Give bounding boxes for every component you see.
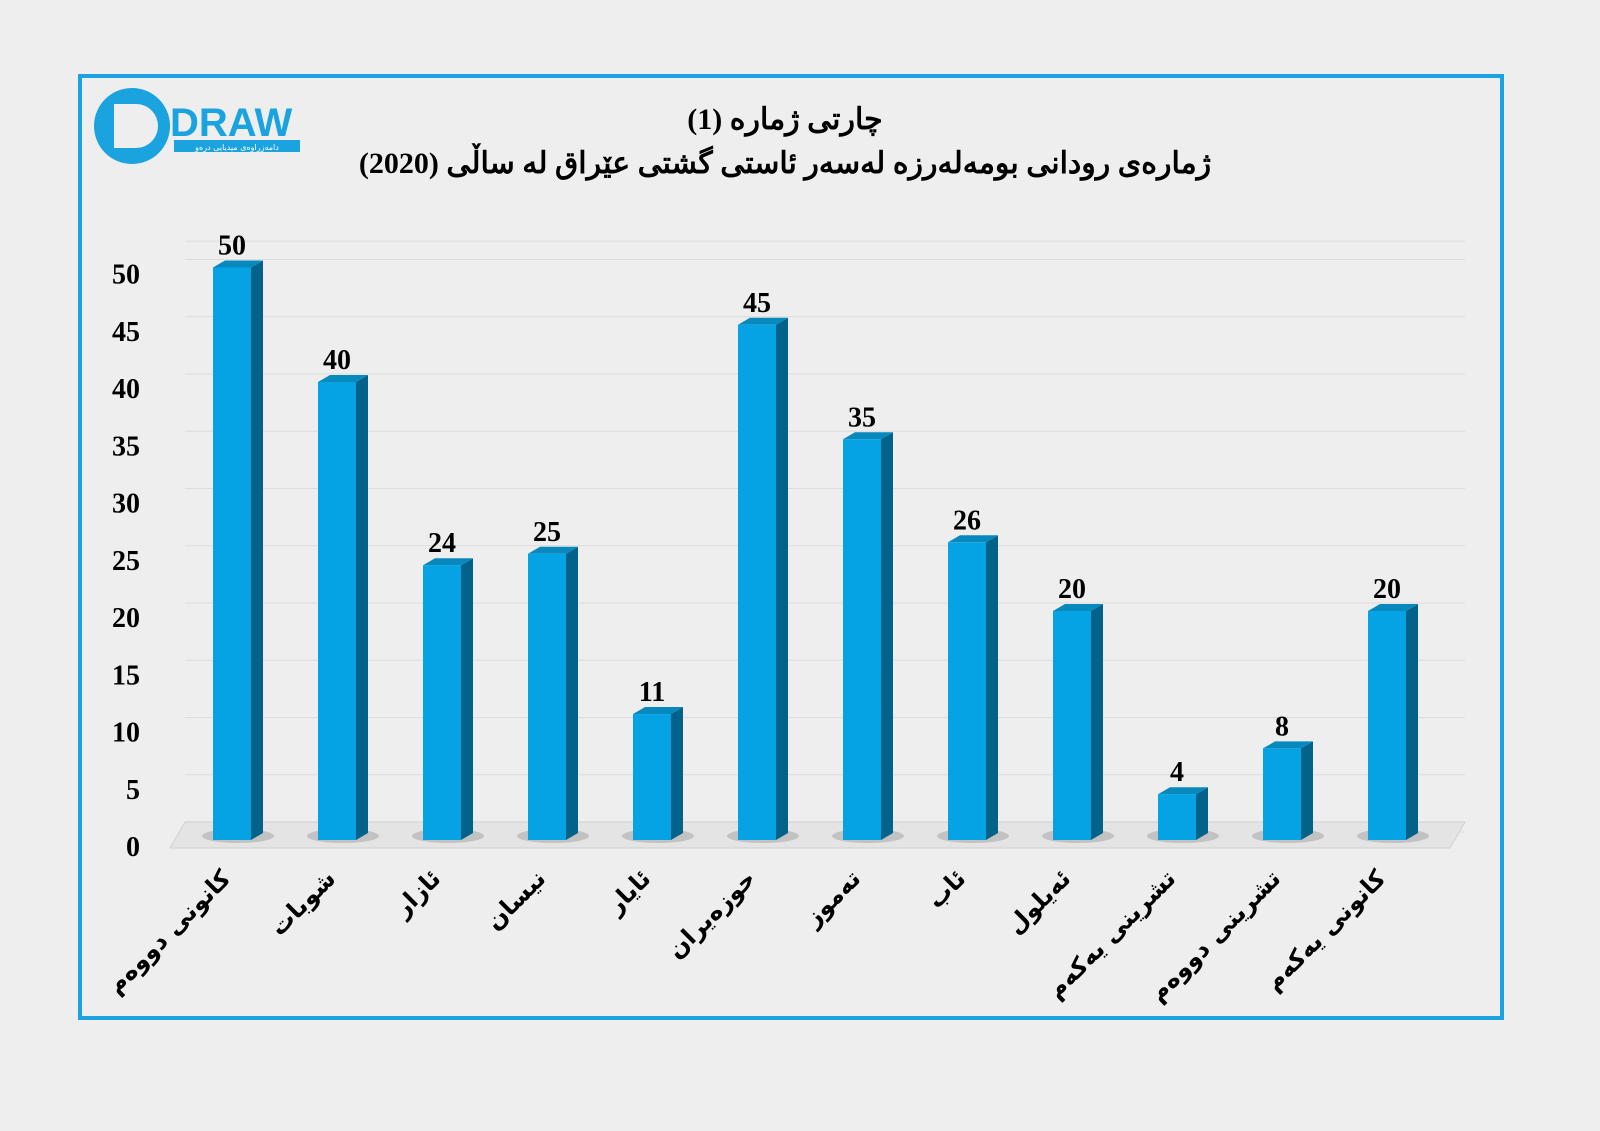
- data-label: 35: [848, 402, 876, 433]
- bar-top: [1263, 741, 1313, 749]
- bar-top: [948, 535, 998, 543]
- bar-side: [1196, 787, 1208, 840]
- y-tick-label: 40: [112, 374, 140, 405]
- bar-side: [1406, 604, 1418, 840]
- bar-side: [986, 535, 998, 840]
- bar-side: [881, 432, 893, 840]
- data-label: 11: [639, 677, 665, 708]
- data-label: 20: [1373, 574, 1401, 605]
- data-label: 26: [953, 505, 981, 536]
- bar-side: [566, 546, 578, 840]
- data-label: 40: [323, 345, 351, 376]
- bar: [1368, 611, 1406, 840]
- bar-side: [1301, 741, 1313, 840]
- bar-side: [1091, 604, 1103, 840]
- x-tick-label: ئەیلول: [1001, 864, 1076, 939]
- bar: [1053, 611, 1091, 840]
- bar-group: 11 ئایار: [600, 677, 694, 920]
- bar-group: 24 ئازار: [388, 528, 484, 923]
- data-label: 24: [428, 528, 456, 559]
- y-tick-label: 30: [112, 489, 140, 520]
- bar: [1263, 748, 1301, 840]
- chart-title: چارتی ژمارە (1): [687, 103, 883, 136]
- bar: [738, 324, 776, 840]
- bar-group: 20 ئەیلول: [1001, 574, 1114, 940]
- bar-side: [461, 558, 473, 840]
- bar: [948, 542, 986, 840]
- data-label: 20: [1058, 574, 1086, 605]
- logo-wordmark: DRAW: [170, 101, 292, 145]
- bar: [318, 382, 356, 840]
- bar-top: [213, 260, 263, 268]
- bar: [528, 553, 566, 840]
- data-label: 25: [533, 517, 561, 548]
- x-tick-label: کانونی دووەم: [101, 864, 236, 999]
- bar: [633, 714, 671, 840]
- logo-tagline: دامەزراوەی میدیایی درەو: [194, 143, 279, 152]
- bar-group: 40 شوبات: [264, 345, 379, 941]
- data-label: 45: [743, 288, 771, 319]
- bar-side: [356, 375, 368, 840]
- bar: [423, 565, 461, 840]
- y-tick-label: 20: [112, 603, 140, 634]
- bar-top: [843, 432, 893, 440]
- chart-floor: [169, 821, 1466, 849]
- y-tick-label: 35: [112, 431, 140, 462]
- chart-frame: [78, 74, 1504, 1020]
- x-tick-label: شوبات: [264, 864, 341, 941]
- chart-subtitle: ژمارەی رودانی بومەلەرزە لەسەر ئاستی گشتی…: [358, 147, 1212, 180]
- data-label: 4: [1170, 757, 1184, 788]
- bar-top: [423, 558, 473, 566]
- bar-top: [738, 317, 788, 325]
- bar-top: [318, 375, 368, 382]
- x-tick-label: ئازار: [388, 864, 447, 923]
- y-tick-label: 10: [112, 718, 140, 749]
- data-label: 8: [1275, 711, 1289, 742]
- x-tick-label: ئایار: [600, 864, 656, 920]
- y-tick-label: 25: [112, 546, 140, 577]
- bar-top: [633, 707, 683, 715]
- bar: [213, 267, 251, 840]
- bar-side: [671, 707, 683, 840]
- x-tick-label: ئاب: [922, 864, 972, 914]
- bar-top: [1053, 604, 1103, 611]
- y-tick-label: 45: [112, 317, 140, 348]
- bar-top: [1368, 604, 1418, 611]
- bar-side: [776, 317, 788, 840]
- bar-group: 26 ئاب: [922, 505, 1009, 914]
- bar-group: 45 حوزەیران: [662, 288, 799, 964]
- y-tick-label: 15: [112, 660, 140, 691]
- x-tick-label: حوزەیران: [662, 864, 762, 964]
- bar-side: [251, 260, 263, 840]
- bar-top: [528, 546, 578, 554]
- x-tick-label: تەموز: [798, 864, 866, 932]
- bar: [1158, 794, 1196, 840]
- bar: [843, 439, 881, 840]
- bar-group: 25 نیسان: [480, 517, 589, 936]
- x-tick-label: نیسان: [480, 864, 551, 935]
- data-label: 50: [218, 231, 246, 262]
- y-tick-label: 50: [112, 260, 140, 291]
- bar-top: [1158, 787, 1208, 795]
- draw-logo: DRAW دامەزراوەی میدیایی درەو: [94, 88, 300, 164]
- y-tick-label: 5: [126, 775, 140, 806]
- y-tick-label: 0: [126, 832, 140, 863]
- bar-group: 35 تەموز: [798, 402, 904, 933]
